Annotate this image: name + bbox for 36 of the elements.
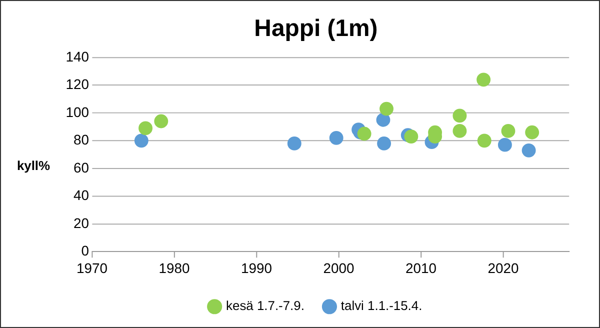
point <box>376 112 390 127</box>
y-tick-label: 0 <box>81 242 90 258</box>
chart-title: Happi (1m) <box>254 14 378 42</box>
y-tick-label: 80 <box>74 132 90 148</box>
y-axis-title: kyll% <box>16 158 51 174</box>
point <box>404 130 418 144</box>
legend-label: kesä 1.7.-7.9. <box>226 298 304 314</box>
point <box>138 121 152 136</box>
point <box>154 114 168 128</box>
legend-label: talvi 1.1.-15.4. <box>340 298 422 314</box>
y-tick-label: 140 <box>66 48 90 64</box>
y-tick-label: 40 <box>74 187 90 204</box>
point <box>476 72 491 87</box>
point <box>452 124 467 138</box>
point <box>287 136 302 150</box>
x-tick-label: 2000 <box>323 260 355 276</box>
point <box>501 124 516 138</box>
point <box>498 138 512 152</box>
x-tick-label: 2020 <box>488 260 520 276</box>
x-tick-label: 1990 <box>241 260 272 276</box>
point <box>522 143 536 158</box>
point <box>477 134 492 148</box>
point <box>525 125 540 140</box>
y-tick-label: 60 <box>74 159 90 176</box>
y-tick-label: 20 <box>74 214 90 231</box>
x-tick-label: 1970 <box>76 260 108 276</box>
point <box>357 126 372 141</box>
point <box>380 102 394 116</box>
point <box>134 134 148 148</box>
point <box>452 108 467 123</box>
y-tick-label: 120 <box>66 76 90 92</box>
x-tick-label: 2010 <box>406 260 437 276</box>
point <box>329 130 344 145</box>
x-tick-label: 1980 <box>158 260 190 276</box>
y-tick-label: 100 <box>66 104 90 120</box>
point <box>377 136 392 150</box>
